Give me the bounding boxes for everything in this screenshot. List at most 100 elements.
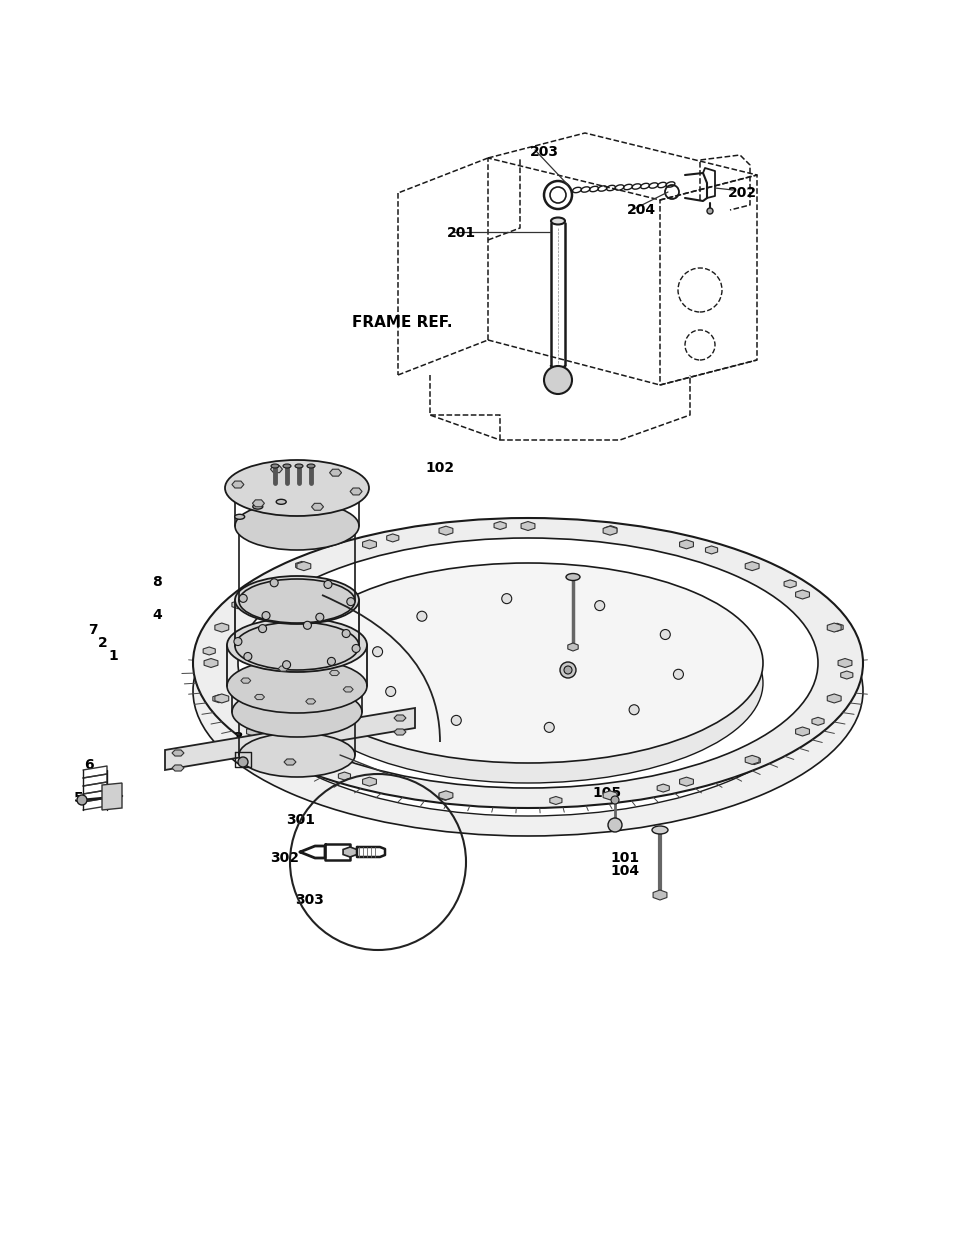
Circle shape xyxy=(233,637,242,646)
Ellipse shape xyxy=(234,464,358,513)
Polygon shape xyxy=(312,504,323,510)
Text: 102: 102 xyxy=(424,461,454,475)
Ellipse shape xyxy=(193,517,862,808)
Circle shape xyxy=(342,630,350,637)
Circle shape xyxy=(303,621,311,630)
Circle shape xyxy=(416,611,426,621)
Circle shape xyxy=(347,598,355,605)
Circle shape xyxy=(607,818,621,832)
Ellipse shape xyxy=(276,499,286,504)
Polygon shape xyxy=(438,790,453,800)
Polygon shape xyxy=(795,727,808,736)
Polygon shape xyxy=(246,590,260,599)
Ellipse shape xyxy=(271,464,278,468)
Ellipse shape xyxy=(293,563,762,763)
Circle shape xyxy=(373,647,382,657)
Text: 105: 105 xyxy=(592,785,620,800)
Polygon shape xyxy=(172,764,184,771)
Circle shape xyxy=(628,705,639,715)
Ellipse shape xyxy=(565,573,579,580)
Polygon shape xyxy=(246,727,260,736)
Text: 105: 105 xyxy=(526,650,556,664)
Ellipse shape xyxy=(307,464,314,468)
Text: 201: 201 xyxy=(447,226,476,240)
Polygon shape xyxy=(744,562,759,571)
Text: 104: 104 xyxy=(609,864,639,878)
Text: 3: 3 xyxy=(233,731,242,745)
Text: 5: 5 xyxy=(74,790,84,805)
Text: 8: 8 xyxy=(152,576,162,589)
Polygon shape xyxy=(840,671,852,679)
Circle shape xyxy=(659,630,670,640)
Polygon shape xyxy=(438,526,453,535)
Polygon shape xyxy=(811,718,823,725)
Polygon shape xyxy=(254,694,264,699)
Text: 204: 204 xyxy=(626,203,656,217)
Circle shape xyxy=(673,669,682,679)
Polygon shape xyxy=(744,756,759,764)
Text: 103: 103 xyxy=(544,606,574,620)
Polygon shape xyxy=(657,784,669,792)
Polygon shape xyxy=(362,777,376,787)
Polygon shape xyxy=(343,687,353,692)
Polygon shape xyxy=(343,847,356,857)
Polygon shape xyxy=(305,699,315,704)
Ellipse shape xyxy=(232,659,361,710)
Polygon shape xyxy=(679,540,693,548)
Polygon shape xyxy=(284,715,295,721)
Polygon shape xyxy=(296,756,311,764)
Polygon shape xyxy=(253,500,264,506)
Polygon shape xyxy=(602,526,617,535)
Polygon shape xyxy=(278,666,288,671)
Ellipse shape xyxy=(551,217,564,225)
Polygon shape xyxy=(102,783,122,810)
Polygon shape xyxy=(826,694,841,703)
Polygon shape xyxy=(679,777,693,787)
Text: 6: 6 xyxy=(84,758,93,772)
Polygon shape xyxy=(240,678,251,683)
Ellipse shape xyxy=(234,622,358,671)
Polygon shape xyxy=(204,658,217,667)
Text: 1: 1 xyxy=(108,650,117,663)
Polygon shape xyxy=(826,622,841,632)
Ellipse shape xyxy=(651,826,667,834)
Circle shape xyxy=(559,662,576,678)
Ellipse shape xyxy=(234,576,358,624)
Text: 4: 4 xyxy=(152,608,162,622)
Polygon shape xyxy=(284,760,295,764)
Text: 101: 101 xyxy=(609,851,639,864)
Ellipse shape xyxy=(253,504,262,509)
Circle shape xyxy=(706,207,712,214)
Circle shape xyxy=(501,594,511,604)
Ellipse shape xyxy=(234,501,358,550)
Polygon shape xyxy=(494,521,506,530)
Polygon shape xyxy=(386,534,398,542)
Polygon shape xyxy=(394,729,406,735)
Circle shape xyxy=(262,611,270,620)
Circle shape xyxy=(543,366,572,394)
Polygon shape xyxy=(214,622,229,632)
Circle shape xyxy=(385,687,395,697)
Polygon shape xyxy=(362,540,376,548)
Polygon shape xyxy=(520,521,535,531)
Circle shape xyxy=(237,757,248,767)
Ellipse shape xyxy=(237,566,817,816)
Polygon shape xyxy=(567,643,578,651)
Polygon shape xyxy=(549,797,561,804)
Polygon shape xyxy=(165,708,415,769)
Polygon shape xyxy=(783,580,796,588)
Ellipse shape xyxy=(237,538,817,788)
Circle shape xyxy=(315,614,323,621)
Polygon shape xyxy=(172,750,184,756)
Polygon shape xyxy=(438,793,451,800)
Polygon shape xyxy=(830,624,842,631)
Text: 7: 7 xyxy=(88,622,97,637)
Ellipse shape xyxy=(239,688,355,732)
Circle shape xyxy=(77,795,87,805)
Circle shape xyxy=(352,645,359,652)
Polygon shape xyxy=(604,526,617,534)
Polygon shape xyxy=(704,546,717,555)
Ellipse shape xyxy=(225,459,369,516)
Text: 303: 303 xyxy=(294,893,323,906)
Polygon shape xyxy=(213,695,225,703)
